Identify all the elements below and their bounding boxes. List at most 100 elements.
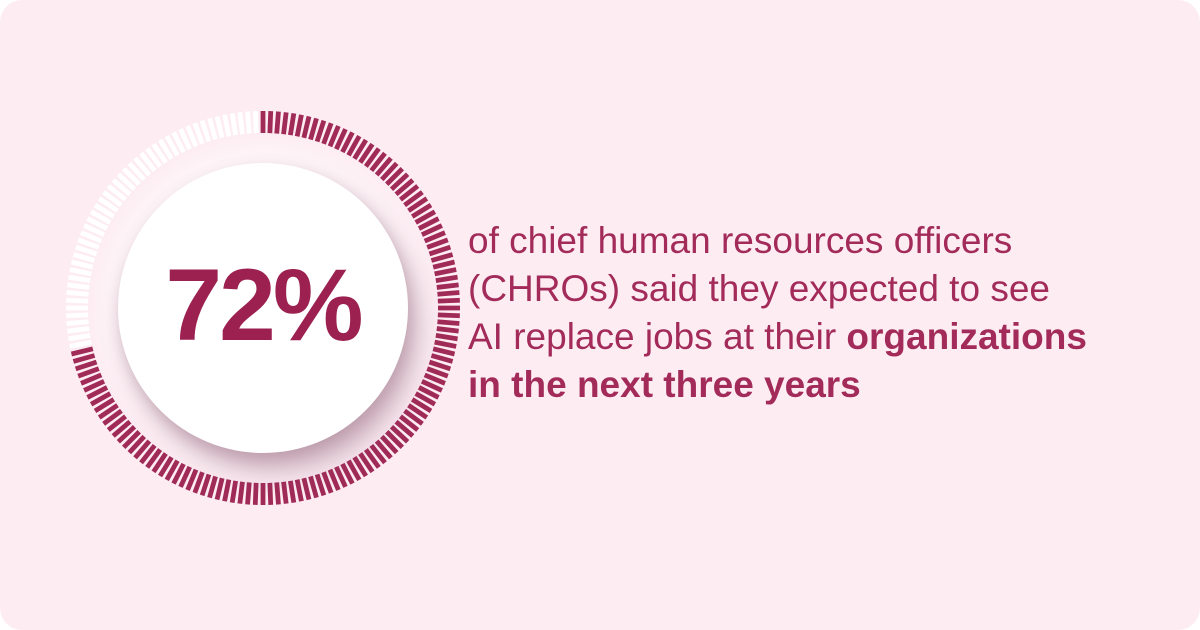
gauge-tick-filled [97, 403, 119, 420]
gauge-tick-filled [74, 359, 98, 372]
gauge-tick-filled [267, 482, 274, 505]
gauge-tick-filled [281, 481, 289, 504]
gauge-tick-filled [346, 459, 362, 482]
gauge-tick-filled [314, 119, 327, 143]
gauge-tick-filled [437, 312, 460, 319]
stat-text-line: AI replace jobs at their organizations [468, 313, 1168, 361]
gauge-tick-filled [288, 480, 297, 503]
gauge-tick-unfilled [69, 339, 92, 349]
gauge-tick-unfilled [214, 115, 225, 139]
gauge-tick-filled [423, 230, 446, 244]
gauge-tick-filled [430, 252, 454, 263]
gauge-tick-filled [222, 479, 232, 502]
gauge-tick-unfilled [68, 333, 91, 342]
gauge-tick-unfilled [245, 111, 252, 134]
gauge-tick-filled [171, 462, 186, 485]
gauge-tick-filled [358, 452, 375, 474]
gauge-tick-unfilled [164, 134, 180, 157]
gauge-tick-unfilled [252, 111, 259, 134]
stat-text-line: of chief human resources officers [468, 217, 1168, 265]
gauge-tick-filled [93, 397, 116, 413]
stat-text-bold-segment: in the next three years [468, 364, 861, 405]
gauge-tick-filled [164, 459, 180, 482]
gauge-tick-filled [398, 184, 420, 202]
gauge-tick-filled [158, 455, 174, 478]
gauge-tick-filled [403, 190, 424, 208]
gauge-tick-filled [80, 372, 103, 386]
gauge-tick-filled [414, 209, 437, 225]
gauge-tick-filled [358, 142, 375, 164]
gauge-tick-filled [116, 425, 137, 444]
gauge-tick-filled [420, 379, 443, 393]
gauge-tick-filled [369, 151, 387, 173]
gauge-tick-filled [340, 131, 355, 154]
gauge-tick-filled [207, 475, 218, 499]
stat-text-bold-segment: organizations [846, 316, 1087, 357]
gauge-tick-filled [430, 353, 454, 364]
gauge-tick-filled [127, 434, 146, 455]
gauge-tick-unfilled [66, 312, 89, 319]
gauge-tick-filled [352, 138, 368, 161]
gauge-tick-filled [151, 452, 168, 474]
gauge-tick-filled [403, 408, 424, 426]
gauge-tick-filled [426, 237, 449, 250]
gauge-tick-filled [385, 430, 404, 449]
gauge-tick-filled [428, 359, 452, 372]
gauge-tick-filled [434, 267, 457, 277]
gauge-tick-filled [314, 473, 327, 497]
gauge-tick-unfilled [199, 119, 212, 143]
gauge-tick-unfilled [86, 216, 109, 231]
gauge-tick-unfilled [237, 112, 245, 135]
gauge-tick-unfilled [127, 161, 146, 182]
gauge-tick-unfilled [93, 203, 116, 219]
gauge-tick-filled [407, 403, 429, 420]
gauge-tick-filled [410, 397, 433, 413]
gauge-tick-filled [77, 366, 100, 379]
gauge-tick-filled [374, 439, 393, 460]
gauge-tick-filled [145, 448, 163, 469]
gauge-tick-unfilled [139, 151, 157, 173]
gauge-tick-filled [308, 475, 319, 499]
gauge-tick-filled [214, 477, 225, 501]
gauge-tick-unfilled [66, 297, 89, 304]
gauge-tick-filled [106, 414, 128, 432]
gauge-tick-filled [398, 414, 420, 432]
gauge-tick-unfilled [158, 138, 174, 161]
gauge-tick-filled [178, 465, 192, 488]
gauge-tick-filled [288, 113, 297, 136]
gauge-tick-unfilled [192, 122, 205, 145]
gauge-tick-filled [327, 468, 341, 491]
gauge-tick-filled [192, 471, 205, 494]
gauge-tick-unfilled [116, 172, 137, 191]
gauge-tick-filled [294, 114, 304, 137]
gauge-tick-filled [245, 482, 252, 505]
gauge-tick-unfilled [171, 131, 186, 154]
gauge-tick-filled [420, 223, 443, 237]
gauge-tick-filled [432, 346, 456, 357]
gauge-tick-filled [417, 385, 440, 400]
gauge-tick-filled [414, 391, 437, 407]
gauge-tick-filled [435, 274, 458, 283]
gauge-tick-filled [363, 448, 381, 469]
gauge-tick-filled [363, 147, 381, 168]
gauge-tick-filled [437, 297, 460, 304]
gauge-tick-filled [426, 366, 449, 379]
gauge-tick-filled [111, 419, 132, 438]
gauge-tick-filled [70, 346, 94, 357]
gauge-tick-filled [436, 326, 459, 334]
gauge-center-circle: 72% [118, 163, 408, 453]
gauge-tick-unfilled [102, 190, 123, 208]
gauge-tick-unfilled [74, 244, 98, 257]
gauge-tick-filled [385, 167, 404, 186]
gauge-tick-filled [237, 481, 245, 504]
gauge-tick-filled [428, 244, 452, 257]
gauge-tick-filled [434, 339, 457, 349]
gauge-tick-unfilled [66, 319, 89, 326]
gauge-tick-unfilled [133, 156, 152, 177]
gauge-tick-unfilled [178, 128, 192, 151]
gauge-tick-filled [369, 443, 387, 465]
stat-text-segment: of chief human resources officers [468, 220, 1013, 261]
gauge-tick-unfilled [67, 282, 90, 290]
gauge-tick-filled [301, 477, 312, 501]
gauge-ticks [66, 111, 460, 505]
